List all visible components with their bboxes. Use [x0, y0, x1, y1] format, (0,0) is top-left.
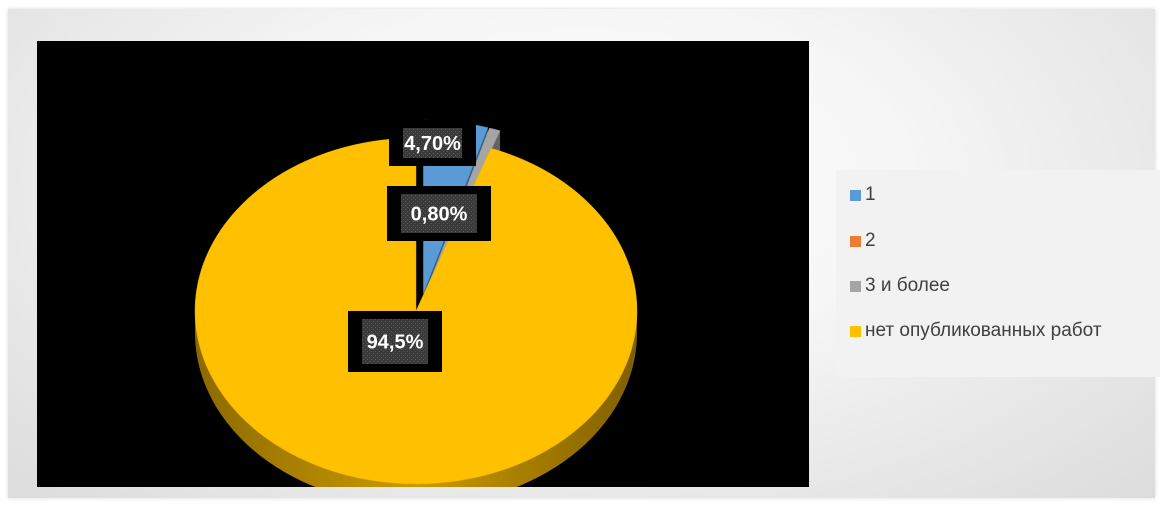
data-label-bg-3 — [362, 319, 428, 364]
chart-legend: 1 2 3 и более нет опубликованных работ — [836, 170, 1160, 377]
legend-label-1: 1 — [865, 184, 876, 205]
pie-slice-3 — [194, 137, 638, 485]
data-label-bg-0 — [403, 128, 462, 158]
legend-item-1: 1 — [850, 183, 876, 207]
legend-item-3: 3 и более — [850, 274, 950, 298]
pie-tops — [194, 119, 638, 485]
legend-label-2: 2 — [865, 230, 876, 251]
data-label-bg-2 — [401, 194, 477, 233]
chart-plot-area: 4,70% 0,80% 94,5% — [37, 41, 809, 487]
pie-chart: 4,70% 0,80% 94,5% — [194, 119, 638, 487]
legend-label-4: нет опубликованных работ — [865, 320, 1102, 341]
data-label-0: 4,70% — [404, 133, 461, 155]
data-label-2: 0,80% — [411, 204, 468, 226]
pie-data-labels: 4,70% 0,80% 94,5% — [348, 120, 491, 372]
legend-swatch-1 — [850, 189, 861, 201]
data-label-3: 94,5% — [367, 332, 424, 354]
legend-swatch-3 — [850, 280, 861, 292]
legend-label-3: 3 и более — [865, 275, 950, 296]
legend-item-2: 2 — [850, 229, 876, 253]
legend-swatch-4 — [850, 325, 861, 337]
legend-item-4: нет опубликованных работ — [850, 319, 1102, 343]
legend-swatch-2 — [850, 235, 861, 247]
